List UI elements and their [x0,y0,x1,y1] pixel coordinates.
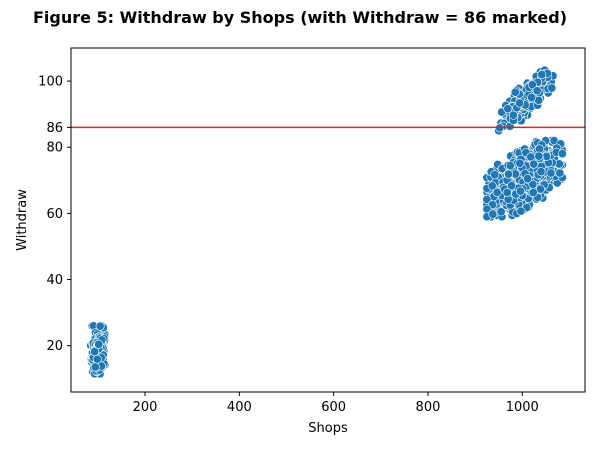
scatter-point [528,187,538,197]
x-axis-label: Shops [308,421,348,436]
scatter-point [503,104,513,114]
scatter-point [490,170,500,180]
scatter-point [536,167,546,177]
scatter-point [90,347,100,357]
y-axis-label: Withdraw [15,189,30,251]
y-tick-label: 60 [46,207,63,222]
scatter-point [94,339,104,349]
scatter-point [523,174,533,184]
chart-title: Figure 5: Withdraw by Shops (with Withdr… [33,8,567,27]
scatter-point [502,188,512,198]
x-axis-ticks: 200 400 600 800 1000 [133,392,539,415]
scatter-point [547,83,557,93]
scatter-point [515,186,525,196]
x-tick-label: 400 [227,400,252,415]
scatter-point [507,181,517,191]
scatter-point [527,80,537,90]
scatter-point [488,209,498,219]
scatter-point [492,187,502,197]
y-tick-label: 20 [46,339,63,354]
scatter-point [516,206,526,216]
scatter-point [505,161,515,171]
y-tick-label: 80 [46,141,63,156]
scatter-point [496,207,506,217]
scatter-point [555,168,565,178]
scatter-point [482,194,492,204]
scatter-point [510,87,520,97]
x-tick-label: 600 [321,400,346,415]
plot-area-frame [70,47,586,393]
scatter-point [534,151,544,161]
scatter-point [557,149,567,159]
y-tick-label: 86 [46,121,63,136]
scatter-point [546,168,556,178]
x-tick-label: 800 [416,400,441,415]
scatter-point [503,169,513,179]
scatter-point [508,110,518,120]
x-tick-label: 200 [133,400,158,415]
scatter-point [527,92,537,102]
scatter-point [515,158,525,168]
y-tick-label: 100 [38,75,63,90]
y-axis-ticks: 20 40 60 80 86 100 [38,75,71,354]
scatter-point [487,181,497,191]
scatter-point [95,321,105,331]
scatter-point [529,159,539,169]
x-tick-label: 1000 [506,400,539,415]
scatter-point [90,362,100,372]
scatter-point [515,98,525,108]
y-tick-label: 40 [46,273,63,288]
scatter-point [532,86,542,96]
scatter-point [537,70,547,80]
data-points [86,65,567,379]
